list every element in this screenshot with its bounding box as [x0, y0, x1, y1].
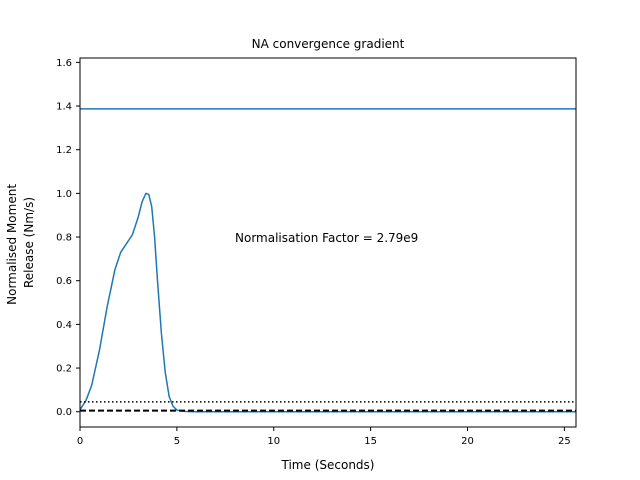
x-tick-label: 5 [174, 436, 180, 447]
y-tick-label: 1.4 [56, 102, 72, 113]
series-line-1 [80, 192, 576, 413]
plot-area [80, 108, 576, 413]
y-tick-label: 0.4 [56, 320, 72, 331]
chart-title: NA convergence gradient [252, 37, 405, 51]
y-tick-label: 1.0 [56, 189, 72, 200]
y-tick-label: 0.8 [56, 233, 72, 244]
y-tick-label: 1.6 [56, 58, 72, 69]
plot-frame [79, 57, 577, 428]
y-axis: 0.0 0.2 0.4 0.6 0.8 1.0 1.2 1.4 1.6 [56, 58, 80, 418]
normalisation-factor-annotation: Normalisation Factor = 2.79e9 [235, 231, 418, 245]
y-axis-label-line-2: Release (Nm/s) [22, 197, 36, 288]
x-axis-label: Time (Seconds) [281, 458, 375, 472]
x-tick-label: 15 [364, 436, 377, 447]
x-axis: 0 5 10 15 20 25 [77, 427, 571, 447]
y-tick-label: 0.0 [56, 407, 72, 418]
y-tick-label: 0.6 [56, 276, 72, 287]
x-tick-label: 20 [461, 436, 474, 447]
x-tick-label: 10 [267, 436, 280, 447]
y-tick-label: 1.2 [56, 145, 72, 156]
y-axis-label: Normalised Moment Release (Nm/s) [5, 180, 36, 305]
y-tick-label: 0.2 [56, 364, 72, 375]
x-tick-label: 25 [558, 436, 571, 447]
x-tick-label: 0 [77, 436, 83, 447]
y-axis-label-line-1: Normalised Moment [5, 184, 19, 305]
